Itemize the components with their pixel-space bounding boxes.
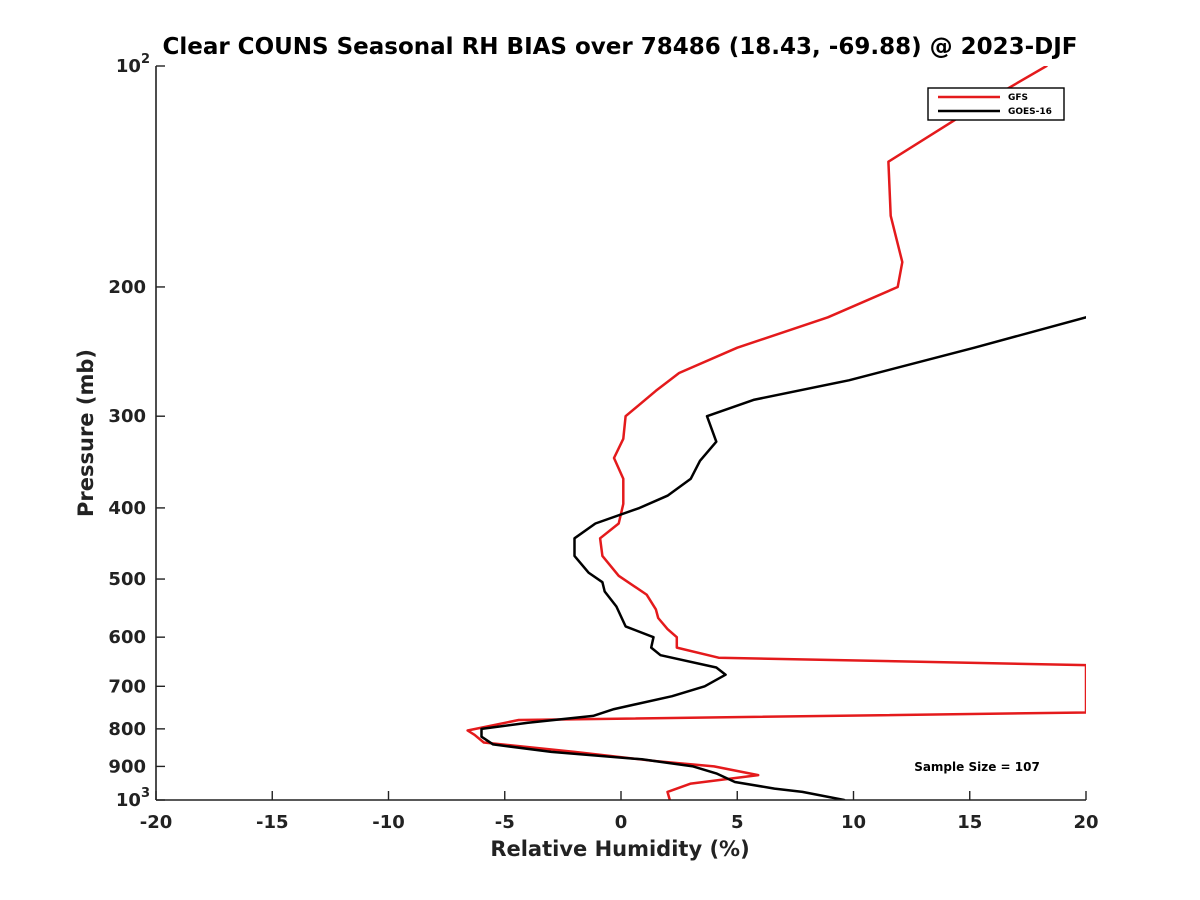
legend-label-gfs: GFS	[1008, 93, 1028, 103]
x-tick-label: 10	[841, 812, 866, 833]
chart-title: Clear COUNS Seasonal RH BIAS over 78486 …	[162, 34, 1077, 60]
y-tick-label: 103	[116, 786, 150, 811]
y-axis-label: Pressure (mb)	[74, 349, 98, 517]
series-layer	[466, 66, 1086, 800]
series-line-goes-16	[480, 316, 1086, 800]
x-tick-label: -10	[372, 812, 405, 833]
x-axis-label: Relative Humidity (%)	[490, 837, 749, 861]
y-tick-label: 200	[108, 277, 146, 298]
ticks-layer: -20 -15 -10 -5 0 5 10 15 20 102 200 300 400 500 600 700…	[108, 52, 1098, 833]
y-tick-label: 900	[108, 756, 146, 777]
x-tick-label: 5	[731, 812, 744, 833]
x-tick-label: 0	[615, 812, 628, 833]
x-tick-label: 15	[957, 812, 982, 833]
y-tick-label: 600	[108, 627, 146, 648]
legend-box	[927, 87, 1065, 121]
y-tick-label: 500	[108, 569, 146, 590]
y-tick-label: 800	[108, 719, 146, 740]
y-tick-label: 700	[108, 676, 146, 697]
legend-label-goes-16: GOES-16	[1008, 107, 1052, 117]
sample-size-annotation: Sample Size = 107	[914, 760, 1040, 774]
y-tick-label: 400	[108, 498, 146, 519]
axes-layer	[155, 66, 1086, 801]
x-tick-label: 20	[1073, 812, 1098, 833]
y-tick-label: 102	[116, 52, 150, 77]
legend: GFS GOES-16	[927, 87, 1065, 121]
series-line-gfs	[466, 66, 1086, 800]
x-tick-label: -15	[256, 812, 289, 833]
x-tick-label: -5	[495, 812, 515, 833]
x-tick-label: -20	[140, 812, 173, 833]
y-tick-label: 300	[108, 406, 146, 427]
